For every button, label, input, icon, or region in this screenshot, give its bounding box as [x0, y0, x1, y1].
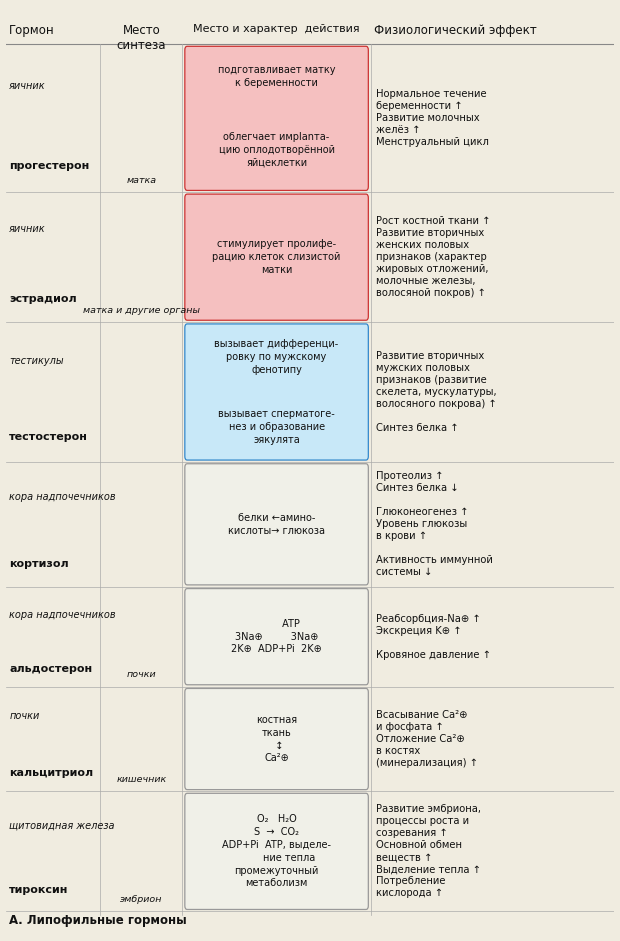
Text: костная
ткань
  ↕
Ca²⊕: костная ткань ↕ Ca²⊕ [256, 715, 297, 763]
Text: облегчает имplanта-
цию оплодотворённой
яйцеклетки: облегчает имplanта- цию оплодотворённой … [219, 133, 335, 167]
FancyBboxPatch shape [185, 194, 368, 320]
Text: Гормон: Гормон [9, 24, 55, 37]
Text: тестостерон: тестостерон [9, 432, 88, 441]
Text: подготавливает матку
к беременности: подготавливает матку к беременности [218, 65, 335, 88]
Text: Место и характер  действия: Место и характер действия [193, 24, 360, 34]
Text: кортизол: кортизол [9, 559, 69, 569]
FancyBboxPatch shape [185, 588, 368, 685]
FancyBboxPatch shape [185, 46, 368, 190]
Text: Развитие эмбриона,
процессы роста и
созревания ↑
Основной обмен
веществ ↑
Выделе: Развитие эмбриона, процессы роста и созр… [376, 805, 480, 899]
Text: Развитие вторичных
мужских половых
признаков (развитие
скелета, мускулатуры,
вол: Развитие вторичных мужских половых призн… [376, 351, 497, 433]
Text: эстрадиол: эстрадиол [9, 294, 77, 304]
Text: Рост костной ткани ↑
Развитие вторичных
женских половых
признаков (характер
жиро: Рост костной ткани ↑ Развитие вторичных … [376, 216, 490, 298]
Text: Протеолиз ↑
Синтез белка ↓

Глюконеогенез ↑
Уровень глюкозы
в крови ↑

Активност: Протеолиз ↑ Синтез белка ↓ Глюконеогенез… [376, 471, 492, 578]
Text: щитовидная железа: щитовидная железа [9, 820, 115, 830]
Text: кишечник: кишечник [117, 775, 167, 784]
Text: А. Липофильные гормоны: А. Липофильные гормоны [9, 914, 187, 927]
Text: кальцитриол: кальцитриол [9, 768, 94, 777]
Text: Реабсорбция-Na⊕ ↑
Экскреция K⊕ ↑

Кровяное давление ↑: Реабсорбция-Na⊕ ↑ Экскреция K⊕ ↑ Кровяно… [376, 614, 490, 660]
Text: ATP
3Na⊕         3Na⊕
2K⊕  ADP+Pi  2K⊕: ATP 3Na⊕ 3Na⊕ 2K⊕ ADP+Pi 2K⊕ [231, 619, 322, 655]
Text: яичник: яичник [9, 81, 46, 91]
Text: почки: почки [9, 711, 40, 721]
Text: Нормальное течение
беременности ↑
Развитие молочных
желёз ↑
Менструальный цикл: Нормальное течение беременности ↑ Развит… [376, 89, 489, 148]
Text: прогестерон: прогестерон [9, 161, 89, 170]
Text: O₂   H₂O
S  →  CO₂
ADP+Pi  ATP, выделе-
        ние тепла
промежуточный
метаболи: O₂ H₂O S → CO₂ ADP+Pi ATP, выделе- ние т… [222, 814, 331, 888]
Text: почки: почки [126, 670, 156, 679]
Text: вызывает дифференци-
ровку по мужскому
фенотипу: вызывает дифференци- ровку по мужскому ф… [215, 340, 339, 375]
Text: стимулирует пролифе-
рацию клеток слизистой
матки: стимулирует пролифе- рацию клеток слизис… [213, 239, 341, 275]
Text: белки ←амино-
кислоты→ глюкоза: белки ←амино- кислоты→ глюкоза [228, 513, 325, 535]
Text: тестикулы: тестикулы [9, 357, 64, 366]
FancyBboxPatch shape [185, 689, 368, 789]
FancyBboxPatch shape [185, 793, 368, 909]
FancyBboxPatch shape [185, 464, 368, 585]
Text: Физиологический эффект: Физиологический эффект [374, 24, 536, 37]
Text: эмбрион: эмбрион [120, 895, 162, 904]
Text: Место
синтеза: Место синтеза [117, 24, 166, 52]
Text: альдостерон: альдостерон [9, 663, 92, 674]
Text: матка: матка [126, 176, 156, 184]
Text: тироксин: тироксин [9, 885, 69, 895]
Text: матка и другие органы: матка и другие органы [83, 306, 200, 314]
Text: вызывает сперматоге-
нез и образование
эякулята: вызывает сперматоге- нез и образование э… [218, 409, 335, 445]
Text: Всасывание Ca²⊕
и фосфата ↑
Отложение Ca²⊕
в костях
(минерализация) ↑: Всасывание Ca²⊕ и фосфата ↑ Отложение Ca… [376, 710, 477, 768]
FancyBboxPatch shape [185, 324, 368, 460]
Text: яичник: яичник [9, 224, 46, 233]
Text: кора надпочечников: кора надпочечников [9, 492, 116, 502]
Text: кора надпочечников: кора надпочечников [9, 610, 116, 620]
